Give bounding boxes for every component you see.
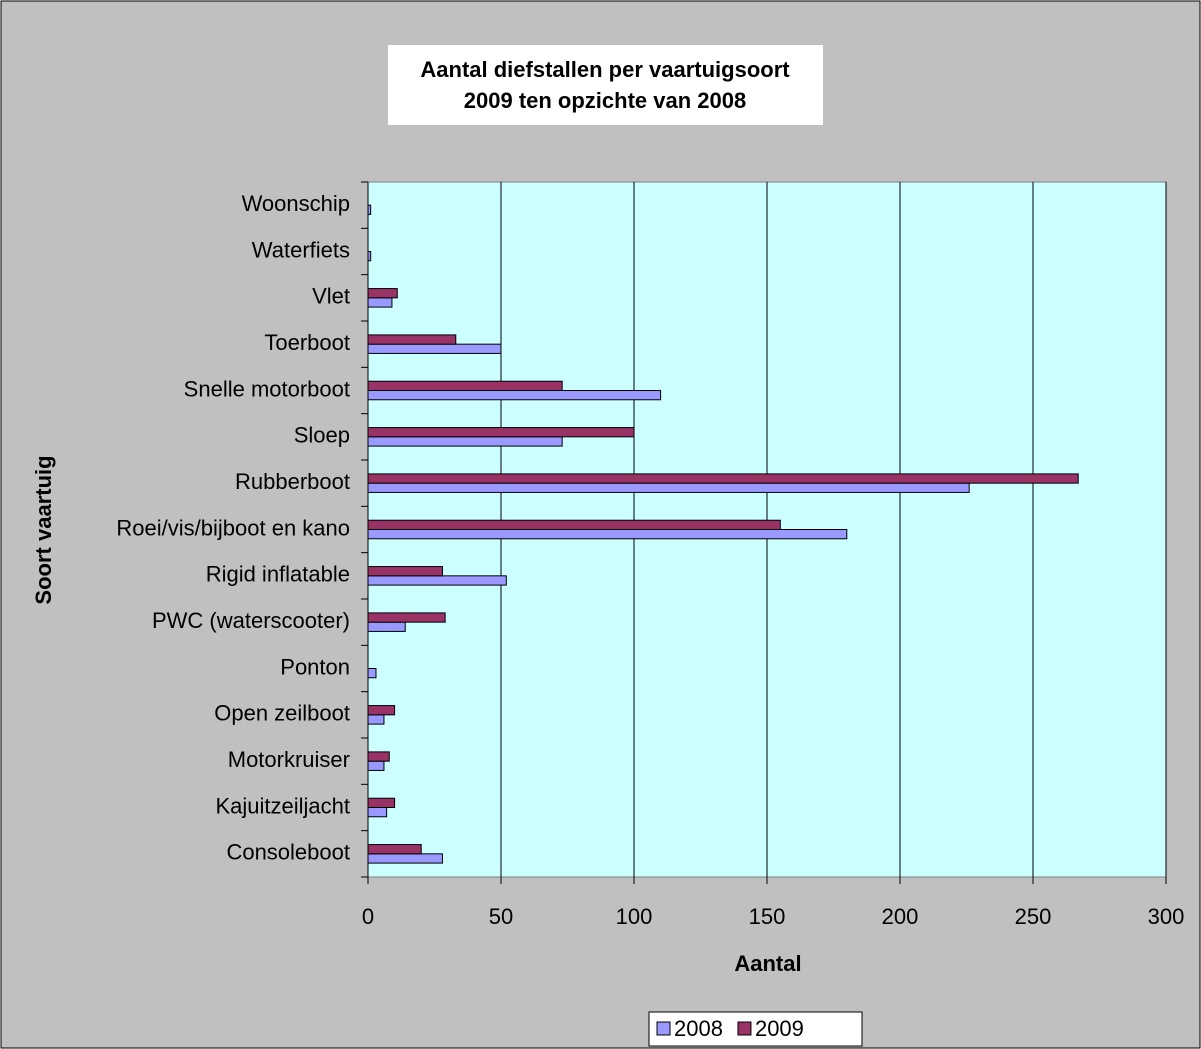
- x-tick-label: 150: [749, 904, 786, 929]
- x-tick-label: 0: [362, 904, 374, 929]
- y-tick-label: Snelle motorboot: [184, 376, 350, 401]
- bar: [367, 334, 457, 345]
- bar: [367, 288, 398, 299]
- legend-label: 2008: [674, 1016, 723, 1041]
- y-axis-label: Soort vaartuig: [31, 455, 56, 604]
- y-tick-label: Sloep: [294, 423, 350, 448]
- bar: [367, 621, 406, 632]
- bar: [367, 436, 563, 447]
- title-box: [388, 45, 823, 125]
- y-tick-label: Vlet: [312, 284, 350, 309]
- bar: [367, 380, 563, 392]
- bar: [367, 204, 372, 215]
- bar: [367, 853, 443, 864]
- legend-swatch: [737, 1021, 752, 1036]
- bar: [367, 751, 390, 762]
- bar: [367, 482, 970, 493]
- legend-label: 2009: [755, 1016, 804, 1041]
- legend-swatch: [656, 1021, 671, 1036]
- bar: [367, 473, 1079, 484]
- chart-title: Aantal diefstallen per vaartuigsoort: [420, 57, 790, 82]
- bar: [367, 343, 502, 354]
- y-tick-label: Rigid inflatable: [206, 562, 350, 587]
- bar: [367, 714, 385, 725]
- y-tick-label: Consoleboot: [226, 840, 350, 865]
- bar: [367, 566, 443, 577]
- y-tick-label: Kajuitzeiljacht: [215, 793, 350, 818]
- y-tick-label: Roei/vis/bijboot en kano: [116, 515, 350, 540]
- y-tick-label: Rubberboot: [235, 469, 350, 494]
- x-tick-label: 50: [489, 904, 513, 929]
- x-tick-label: 100: [616, 904, 653, 929]
- legend: [648, 1011, 863, 1047]
- bar: [367, 297, 393, 308]
- bar: [367, 705, 396, 716]
- bar: [367, 807, 388, 818]
- x-tick-label: 300: [1148, 904, 1185, 929]
- y-tick-label: Ponton: [280, 654, 350, 679]
- bar: [367, 797, 396, 809]
- y-tick-label: Waterfiets: [252, 237, 350, 262]
- chart-subtitle: 2009 ten opzichte van 2008: [464, 88, 746, 113]
- bar: [367, 844, 422, 855]
- y-tick-label: PWC (waterscooter): [152, 608, 350, 633]
- bar: [367, 668, 377, 679]
- bar: [367, 519, 781, 531]
- y-tick-label: Toerboot: [264, 330, 350, 355]
- bar: [367, 575, 507, 586]
- bar: [367, 760, 385, 771]
- y-tick-label: Motorkruiser: [228, 747, 350, 772]
- y-tick-label: Open zeilboot: [214, 701, 350, 726]
- bar: [367, 612, 446, 623]
- bar: [367, 251, 372, 262]
- bar: [367, 529, 848, 540]
- x-tick-label: 200: [882, 904, 919, 929]
- x-tick-label: 250: [1015, 904, 1052, 929]
- x-axis-label: Aantal: [734, 951, 801, 976]
- y-tick-label: Woonschip: [242, 191, 350, 216]
- bar: [367, 390, 662, 401]
- bar: [367, 427, 635, 438]
